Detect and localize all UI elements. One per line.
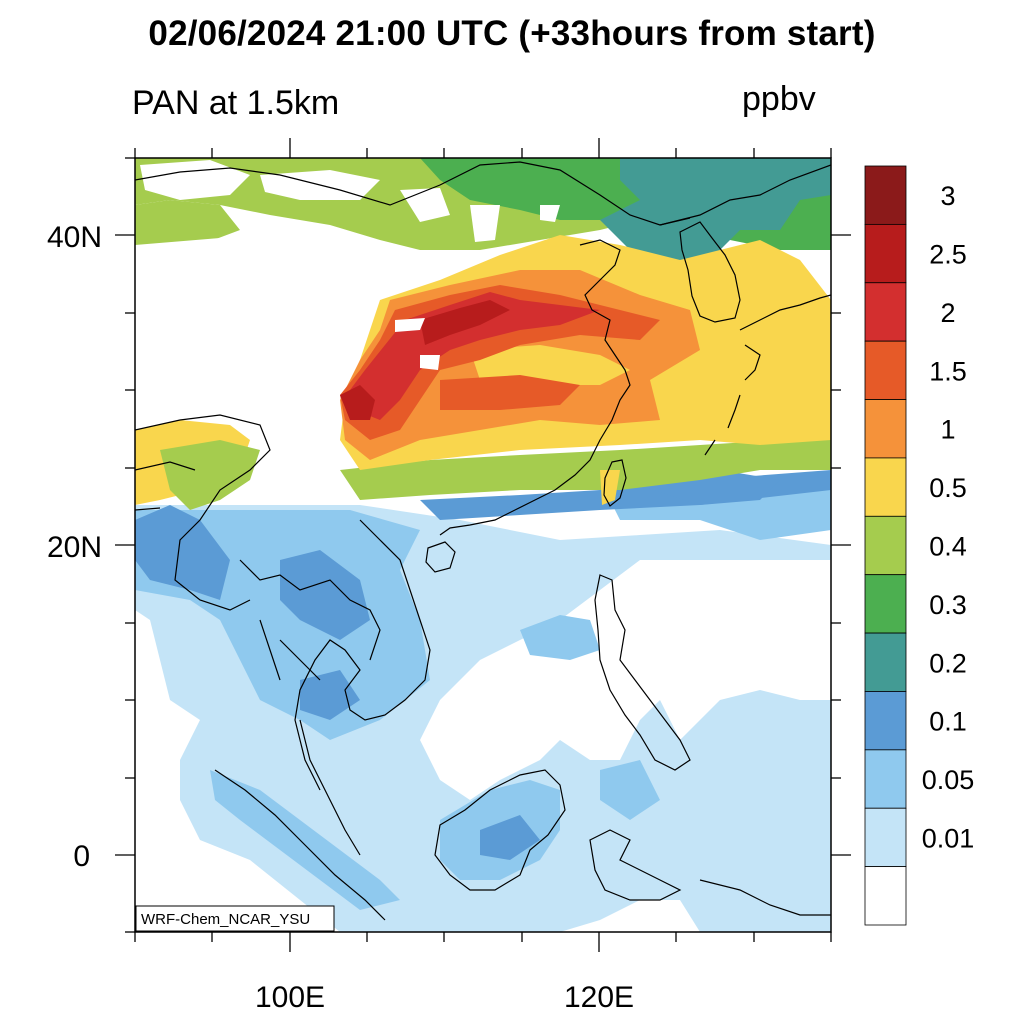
colorbar-swatch (864, 165, 907, 225)
tick-marks (115, 138, 851, 952)
pan-band-plume (135, 235, 831, 510)
colorbar-swatch (864, 574, 907, 634)
colorbar: 3 2.5 2 1.5 1 0.5 0.4 0.3 0.2 0.1 0.05 0.01 (864, 165, 975, 926)
colorbar-swatch (864, 866, 907, 926)
colorbar-swatch (864, 282, 907, 342)
model-label-box: WRF-Chem_NCAR_YSU (135, 905, 335, 932)
no-data-plateau (135, 238, 410, 495)
colorbar-label: 0.5 (929, 473, 967, 503)
units-label: ppbv (742, 80, 816, 118)
variable-label: PAN at 1.5km (132, 84, 340, 122)
colorbar-label: 0.05 (922, 765, 975, 795)
lat-labels: 40N 20N 0 (47, 221, 102, 873)
pan-band-0.1 (135, 470, 831, 860)
lon-label-100e: 100E (255, 981, 325, 1014)
colorbar-label: 1 (940, 415, 955, 445)
colorbar-label: 2.5 (929, 240, 967, 270)
colorbar-swatch (864, 632, 907, 692)
colorbar-swatch (864, 399, 907, 459)
colorbar-swatch (864, 691, 907, 751)
colorbar-swatch (864, 807, 907, 868)
colorbar-label: 0.3 (929, 590, 967, 620)
colorbar-swatch (864, 340, 907, 400)
model-label: WRF-Chem_NCAR_YSU (141, 911, 310, 928)
colorbar-swatch (864, 457, 907, 517)
colorbar-label: 1.5 (929, 356, 967, 386)
coastlines (135, 161, 831, 921)
colorbar-label: 3 (940, 181, 955, 211)
colorbar-swatch (864, 223, 907, 284)
colorbar-label: 0.2 (929, 648, 967, 678)
map-title: 02/06/2024 21:00 UTC (+33hours from star… (148, 14, 876, 53)
concentration-field (135, 158, 831, 932)
colorbar-swatch (864, 515, 907, 576)
colorbar-label: 0.1 (929, 707, 967, 737)
colorbar-label: 2 (940, 298, 955, 328)
lon-label-120e: 120E (564, 981, 634, 1014)
lon-labels: 100E 120E (255, 981, 634, 1014)
colorbar-swatch (864, 749, 907, 809)
colorbar-label: 0.4 (929, 532, 967, 562)
lat-label-0: 0 (73, 840, 90, 873)
colorbar-label: 0.01 (922, 823, 975, 853)
lat-label-40n: 40N (47, 221, 102, 254)
lat-label-20n: 20N (47, 531, 102, 564)
